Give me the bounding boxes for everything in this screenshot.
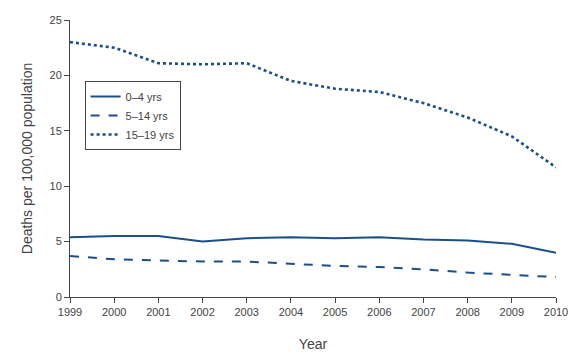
svg-text:Deaths per 100,000 population: Deaths per 100,000 population	[19, 63, 35, 254]
svg-text:2006: 2006	[367, 306, 391, 318]
svg-text:25: 25	[50, 14, 62, 26]
svg-text:5: 5	[56, 235, 62, 247]
svg-text:0: 0	[56, 291, 62, 303]
svg-text:5–14 yrs: 5–14 yrs	[126, 110, 169, 122]
svg-text:20: 20	[50, 69, 62, 81]
svg-text:2004: 2004	[279, 306, 303, 318]
svg-text:2009: 2009	[500, 306, 524, 318]
svg-text:1999: 1999	[58, 306, 82, 318]
svg-text:2007: 2007	[411, 306, 435, 318]
svg-text:2001: 2001	[146, 306, 170, 318]
svg-text:2002: 2002	[190, 306, 214, 318]
svg-text:0–4 yrs: 0–4 yrs	[126, 91, 163, 103]
svg-text:Year: Year	[299, 336, 328, 352]
svg-text:10: 10	[50, 180, 62, 192]
svg-text:15–19 yrs: 15–19 yrs	[126, 129, 175, 141]
svg-text:15: 15	[50, 125, 62, 137]
svg-text:2005: 2005	[323, 306, 347, 318]
svg-text:2010: 2010	[544, 306, 568, 318]
svg-text:2000: 2000	[102, 306, 126, 318]
svg-text:2008: 2008	[455, 306, 479, 318]
svg-text:2003: 2003	[234, 306, 258, 318]
